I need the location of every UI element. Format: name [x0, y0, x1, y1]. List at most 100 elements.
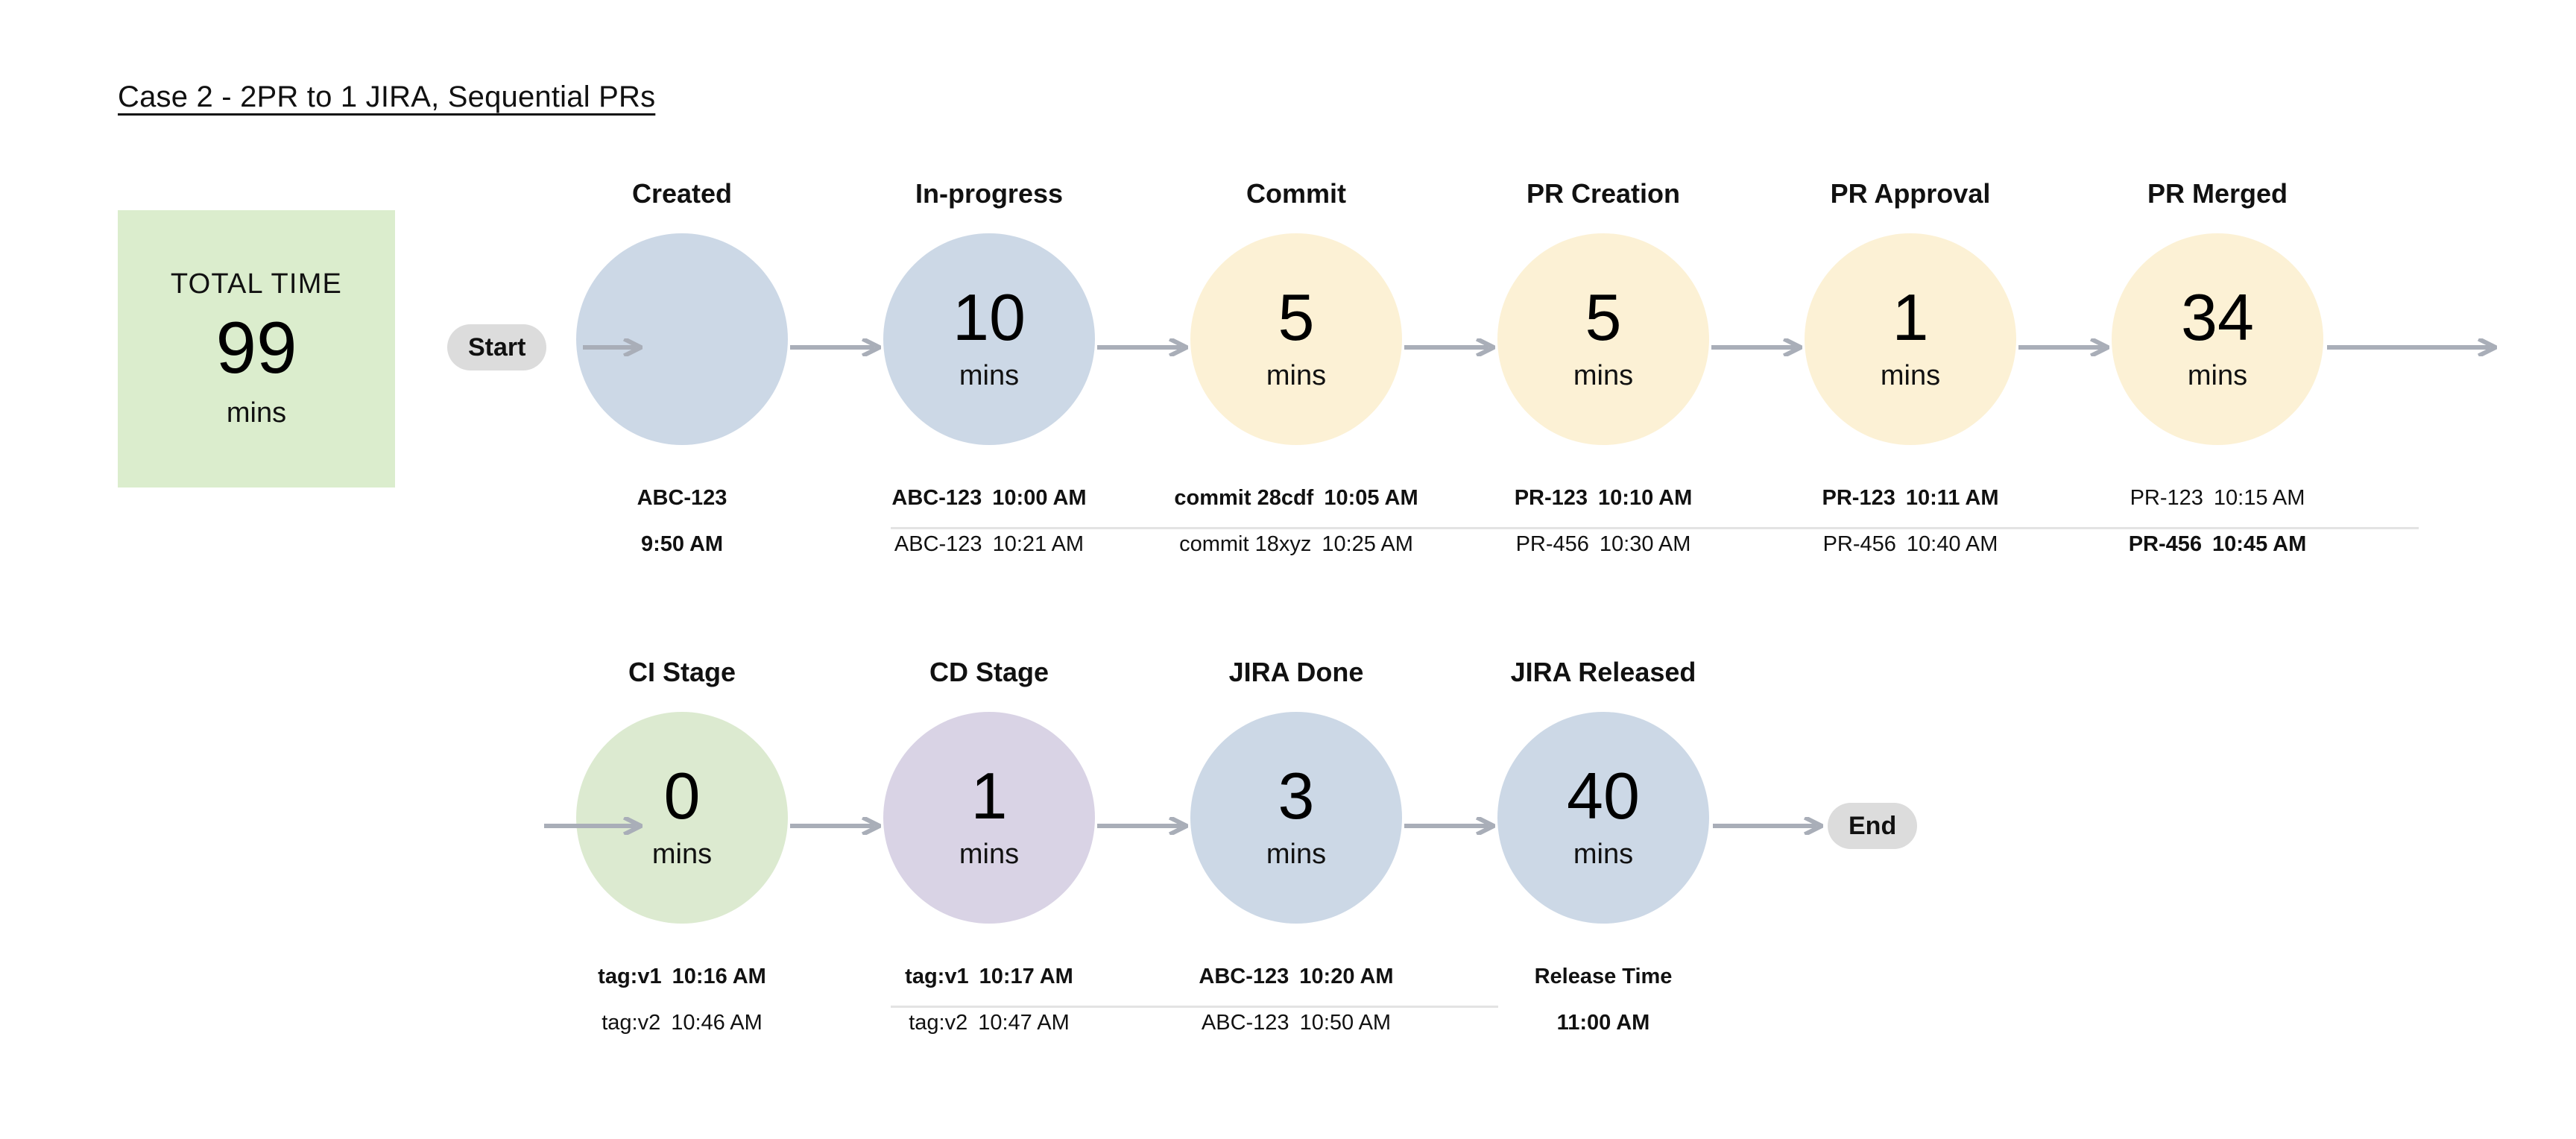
flow-arrow [1404, 817, 1495, 835]
flow-arrow [1097, 817, 1188, 835]
stage-circle[interactable]: 10 mins [883, 233, 1095, 445]
stamp-ref: PR-456 [1822, 532, 1896, 556]
stamp-time: 10:10 AM [1598, 486, 1693, 510]
stamp-time: 10:30 AM [1599, 532, 1691, 556]
stage-stamp: PR-123 10:10 AM [1469, 481, 1737, 515]
stage-stamp: PR-123 10:15 AM [2083, 481, 2352, 515]
stage-duration-value: 40 [1567, 758, 1640, 833]
stage-stamp: commit 28cdf 10:05 AM [1162, 481, 1430, 515]
stage-header: PR Creation [1526, 178, 1681, 209]
stage-node[interactable]: JIRA Done 3 mins [1188, 651, 1404, 924]
stage-duration-unit: mins [1880, 360, 1941, 392]
stage-node[interactable]: In-progress 10 mins [881, 173, 1097, 445]
stamp-ref: tag:v1 [598, 965, 662, 988]
stamp-ref: ABC-123 [1199, 965, 1289, 988]
total-time-label: TOTAL TIME [170, 268, 343, 300]
stage-duration-value: 5 [1278, 280, 1315, 354]
flow-arrow [1711, 338, 1802, 356]
stage-stamp: tag:v2 10:46 AM [548, 1006, 816, 1040]
stage-circle[interactable]: 3 mins [1190, 712, 1402, 924]
stage-stamp-group: PR-123 10:11 AM PR-456 10:40 AM [1776, 481, 2045, 561]
stage-stamp-group: ABC-123 9:50 AM [548, 481, 816, 561]
stamp-ref: PR-123 [1514, 486, 1588, 510]
stage-stamp: tag:v1 10:16 AM [548, 959, 816, 994]
stage-stamp-group: tag:v1 10:17 AM tag:v2 10:47 AM [855, 959, 1123, 1040]
stage-stamp-group: Release Time 11:00 AM [1469, 959, 1737, 1040]
stage-circle[interactable]: 1 mins [1805, 233, 2016, 445]
flow-arrow [790, 338, 881, 356]
stage-stamp: commit 18xyz 10:25 AM [1162, 527, 1430, 561]
stage-circle[interactable]: 0 mins [576, 712, 788, 924]
stamp-ref: tag:v2 [602, 1011, 661, 1035]
stamp-ref: commit 28cdf [1174, 486, 1314, 510]
stamp-ref: 11:00 AM [1556, 1011, 1650, 1035]
flow-arrow [544, 817, 643, 835]
stamp-time: 10:20 AM [1299, 965, 1394, 988]
stamp-time: 10:40 AM [1906, 532, 1998, 556]
stage-header: PR Approval [1830, 178, 1991, 209]
stamp-ref: commit 18xyz [1179, 532, 1312, 556]
start-badge[interactable]: Start [447, 324, 547, 370]
stage-header: PR Merged [2147, 178, 2288, 209]
stage-node[interactable]: CD Stage 1 mins [881, 651, 1097, 924]
stage-circle[interactable]: 40 mins [1497, 712, 1709, 924]
page-title: Case 2 - 2PR to 1 JIRA, Sequential PRs [118, 81, 656, 113]
stage-header: JIRA Released [1510, 657, 1696, 687]
stage-node[interactable]: Commit 5 mins [1188, 173, 1404, 445]
stage-circle[interactable]: 5 mins [1190, 233, 1402, 445]
stamp-time: 10:16 AM [672, 965, 766, 988]
stage-stamp: tag:v2 10:47 AM [855, 1006, 1123, 1040]
stamp-ref: ABC-123 [891, 486, 982, 510]
stage-circle[interactable] [576, 233, 788, 445]
stage-stamp: Release Time [1469, 959, 1737, 994]
stamp-ref: Release Time [1534, 965, 1673, 988]
stage-stamp: ABC-123 10:21 AM [855, 527, 1123, 561]
stamp-time: 10:11 AM [1905, 486, 1999, 510]
stage-node[interactable]: PR Approval 1 mins [1802, 173, 2018, 445]
stamp-ref: ABC-123 [1201, 1011, 1289, 1035]
flow-arrow [1404, 338, 1495, 356]
stamp-time: 10:05 AM [1324, 486, 1418, 510]
stamp-time: 10:25 AM [1322, 532, 1413, 556]
stage-stamp: ABC-123 10:50 AM [1162, 1006, 1430, 1040]
stage-header: Commit [1246, 178, 1346, 209]
stage-stamp: ABC-123 [548, 481, 816, 515]
stage-duration-value: 1 [1892, 280, 1929, 354]
stamp-time: 10:46 AM [671, 1011, 763, 1035]
stage-node[interactable]: PR Merged 34 mins [2109, 173, 2326, 445]
end-badge[interactable]: End [1828, 803, 1918, 849]
stage-duration-unit: mins [959, 839, 1020, 871]
stage-circle[interactable]: 1 mins [883, 712, 1095, 924]
stage-duration-unit: mins [1266, 360, 1327, 392]
flow-arrow [583, 338, 643, 356]
stage-stamp: ABC-123 10:20 AM [1162, 959, 1430, 994]
stage-stamp: tag:v1 10:17 AM [855, 959, 1123, 994]
stage-stamp: PR-123 10:11 AM [1776, 481, 2045, 515]
total-time-value: 99 [215, 306, 297, 388]
stage-node[interactable]: PR Creation 5 mins [1495, 173, 1711, 445]
stamp-ref: tag:v2 [909, 1011, 968, 1035]
stage-duration-unit: mins [959, 360, 1020, 392]
stage-duration-unit: mins [651, 839, 713, 871]
stamp-time: 10:50 AM [1299, 1011, 1392, 1035]
stamp-time: 10:17 AM [979, 965, 1073, 988]
stamp-time: 10:00 AM [992, 486, 1087, 510]
stage-stamp: PR-456 10:45 AM [2083, 527, 2352, 561]
stage-duration-unit: mins [1573, 360, 1634, 392]
flow-arrow [2018, 338, 2109, 356]
stage-node[interactable]: JIRA Released 40 mins [1495, 651, 1711, 924]
stage-duration-unit: mins [1573, 839, 1634, 871]
stage-stamp: 11:00 AM [1469, 1006, 1737, 1040]
stage-header: CI Stage [628, 657, 736, 687]
stage-circle[interactable]: 5 mins [1497, 233, 1709, 445]
stage-stamp: PR-456 10:40 AM [1776, 527, 2045, 561]
stamp-time: 10:47 AM [978, 1011, 1070, 1035]
stage-node[interactable]: Created [574, 173, 790, 445]
stage-stamp: PR-456 10:30 AM [1469, 527, 1737, 561]
stage-duration-value: 3 [1278, 758, 1315, 833]
stamp-ref: PR-123 [1822, 486, 1895, 510]
stage-circle[interactable]: 34 mins [2112, 233, 2323, 445]
stage-node[interactable]: CI Stage 0 mins [574, 651, 790, 924]
stamp-ref: PR-456 [2128, 532, 2203, 556]
